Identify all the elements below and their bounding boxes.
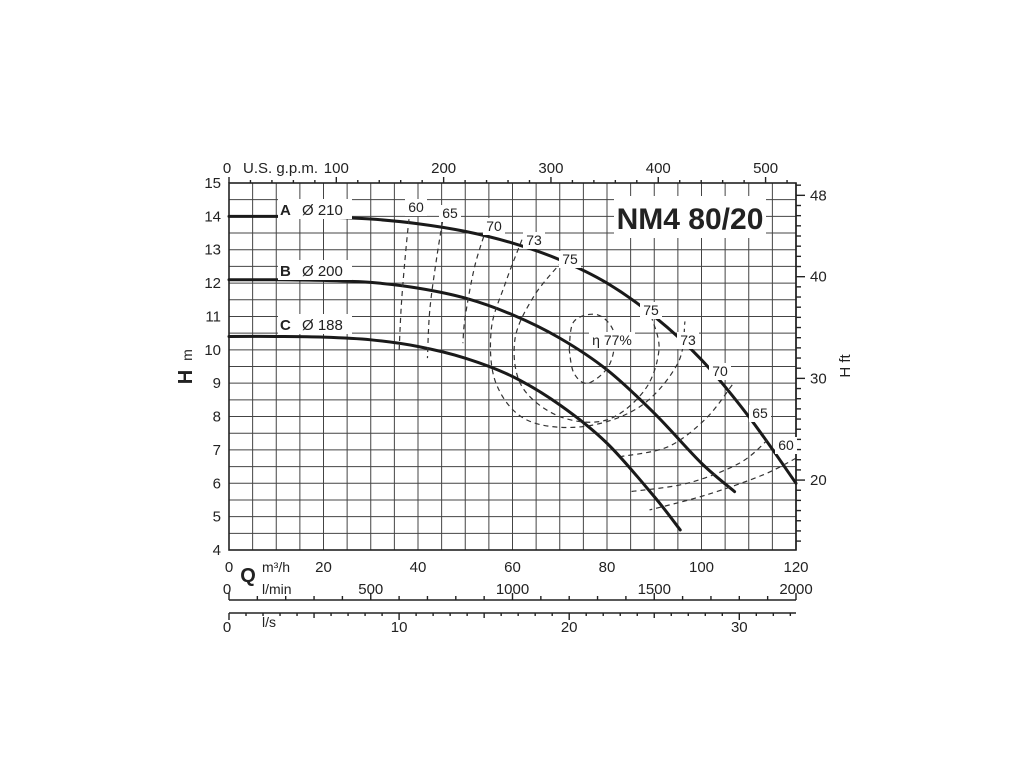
ls-tick-label: 20 xyxy=(561,619,578,636)
x-axis-unit: m³/h xyxy=(262,559,290,575)
efficiency-curve-left-65 xyxy=(426,212,445,359)
efficiency-label: η 77% xyxy=(592,332,632,348)
y-right-tick-label: 30 xyxy=(810,370,827,387)
efficiency-curves xyxy=(398,201,797,511)
curve-label-background xyxy=(278,199,352,219)
curve-diameter-b: Ø 200 xyxy=(302,263,343,280)
y-tick-label: 9 xyxy=(213,375,221,392)
efficiency-label-background xyxy=(589,332,635,349)
y-tick-label: 4 xyxy=(213,542,221,559)
efficiency-label-background xyxy=(559,251,581,268)
lmin-zero-label: 0 xyxy=(223,581,231,598)
lmin-tick-label: 1000 xyxy=(496,581,529,598)
curve-label-background xyxy=(278,260,352,280)
efficiency-label: 65 xyxy=(752,405,768,421)
y-tick-label: 5 xyxy=(213,509,221,526)
y-right-tick-label: 40 xyxy=(810,269,827,286)
lmin-tick-label: 500 xyxy=(358,581,383,598)
curve-label-a: A xyxy=(280,202,291,219)
labels: NM4 80/20 A Ø 210 B Ø 200 C Ø 188 60 65 70 73 75 η 7… xyxy=(278,196,797,454)
efficiency-curve-right-70 xyxy=(621,384,733,458)
curve-diameter-a: Ø 210 xyxy=(302,202,343,219)
y-axis-symbol: H xyxy=(175,370,197,384)
x-tick-label: 120 xyxy=(783,559,808,576)
efficiency-label: 70 xyxy=(712,363,728,379)
efficiency-curve-75 xyxy=(513,261,660,423)
x-axis-symbol: Q xyxy=(240,565,256,587)
x-tick-label: 0 xyxy=(225,559,233,576)
curve-b xyxy=(227,278,737,494)
efficiency-curve-right-65 xyxy=(630,439,769,493)
lmin-tick-label: 2000 xyxy=(779,581,812,598)
efficiency-label-background xyxy=(775,437,797,454)
efficiency-label-background xyxy=(523,232,545,249)
efficiency-label: 73 xyxy=(526,232,542,248)
chart-title: NM4 80/20 xyxy=(617,203,764,236)
lmin-unit: l/min xyxy=(262,581,292,597)
y-tick-label: 13 xyxy=(204,242,221,259)
y-right-tick-label: 48 xyxy=(810,187,827,204)
y-right-axis-label: H ft xyxy=(837,354,854,378)
efficiency-label: 73 xyxy=(680,332,696,348)
y-axis-unit: m xyxy=(179,349,195,361)
efficiency-label: 75 xyxy=(643,302,659,318)
y-tick-label: 15 xyxy=(204,175,221,192)
y-axis-title: Hm xyxy=(175,349,197,384)
x-tick-label: 80 xyxy=(599,559,616,576)
y-tick-label: 7 xyxy=(213,442,221,459)
efficiency-label: 60 xyxy=(408,199,424,215)
ls-unit: l/s xyxy=(262,614,276,630)
efficiency-label-background xyxy=(405,199,427,216)
efficiency-curve-left-70 xyxy=(462,227,488,344)
x-tick-label: 60 xyxy=(504,559,521,576)
curve-label-background xyxy=(278,314,352,334)
efficiency-label-background xyxy=(709,363,731,380)
efficiency-curve-77 xyxy=(568,313,616,384)
x-tick-label: 100 xyxy=(689,559,714,576)
efficiency-label: 60 xyxy=(778,437,794,453)
efficiency-curve-right-60 xyxy=(649,457,797,511)
ls-zero-label: 0 xyxy=(223,619,231,636)
x-tick-label: 20 xyxy=(315,559,332,576)
curve-label-c: C xyxy=(280,317,291,334)
lmin-tick-label: 1500 xyxy=(638,581,671,598)
y-right-axis-title: H ft xyxy=(837,354,854,378)
y-tick-label: 14 xyxy=(204,208,221,225)
curve-c xyxy=(227,334,682,532)
efficiency-curve-73 xyxy=(489,239,686,429)
efficiency-label: 65 xyxy=(442,205,458,221)
efficiency-label: 70 xyxy=(486,218,502,234)
x-top-tick-label: 100 xyxy=(324,160,349,177)
y-tick-label: 8 xyxy=(213,409,221,426)
ls-tick-label: 30 xyxy=(731,619,748,636)
efficiency-label: 75 xyxy=(562,251,578,267)
efficiency-curve-left-60 xyxy=(398,201,412,352)
y-tick-label: 12 xyxy=(204,275,221,292)
x-top-tick-label: 500 xyxy=(753,160,778,177)
efficiency-label-background xyxy=(749,405,771,422)
efficiency-label-background xyxy=(439,205,461,222)
y-tick-label: 6 xyxy=(213,475,221,492)
efficiency-label-background xyxy=(640,302,662,319)
x-top-tick-label: 300 xyxy=(538,160,563,177)
x-top-tick-label: 400 xyxy=(646,160,671,177)
efficiency-label-background xyxy=(677,332,699,349)
x-top-unit: U.S. g.p.m. xyxy=(243,160,318,177)
title-background xyxy=(614,196,766,238)
curve-label-b: B xyxy=(280,263,291,280)
x-top-zero-label: 0 xyxy=(223,160,231,177)
curve-diameter-c: Ø 188 xyxy=(302,317,343,334)
y-tick-label: 11 xyxy=(205,308,221,325)
x-top-tick-label: 200 xyxy=(431,160,456,177)
efficiency-label-background xyxy=(483,218,505,235)
ls-tick-label: 10 xyxy=(391,619,408,636)
y-tick-label: 10 xyxy=(204,342,221,359)
y-right-tick-label: 20 xyxy=(810,472,827,489)
x-tick-label: 40 xyxy=(410,559,427,576)
